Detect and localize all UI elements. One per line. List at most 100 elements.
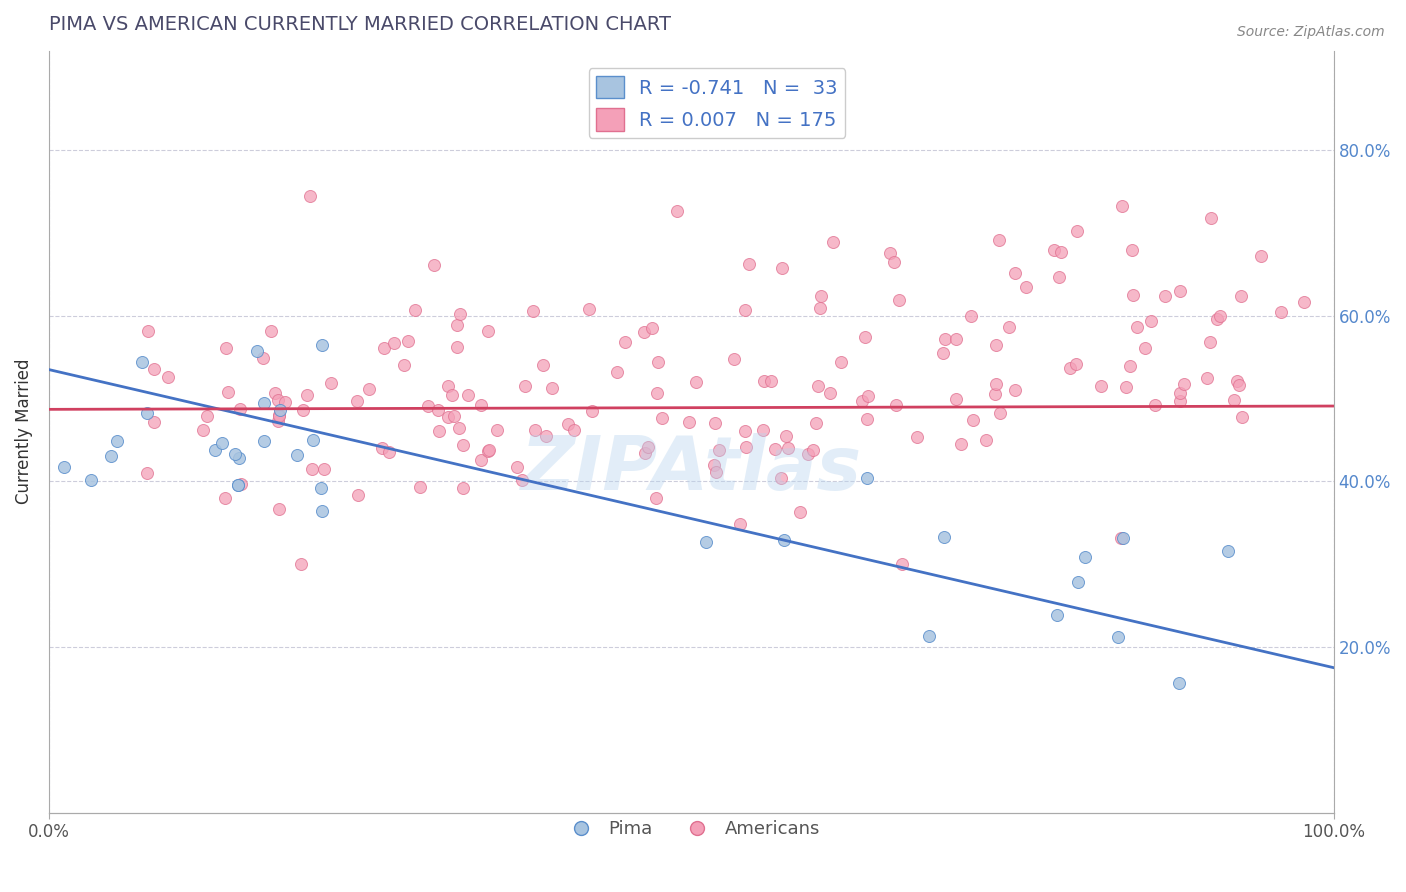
- Point: [267, 502, 290, 516]
- Point: [314, 462, 336, 476]
- Point: [290, 557, 312, 571]
- Point: [855, 411, 877, 425]
- Point: [513, 379, 536, 393]
- Point: [437, 410, 460, 425]
- Point: [423, 258, 446, 272]
- Point: [1059, 360, 1081, 375]
- Point: [804, 416, 827, 430]
- Point: [1067, 575, 1090, 590]
- Point: [1043, 243, 1066, 257]
- Point: [311, 338, 333, 352]
- Point: [228, 450, 250, 465]
- Point: [470, 398, 492, 412]
- Point: [606, 365, 628, 379]
- Point: [214, 341, 236, 355]
- Point: [440, 387, 463, 401]
- Point: [808, 301, 831, 315]
- Point: [858, 389, 880, 403]
- Point: [986, 377, 1008, 392]
- Point: [962, 412, 984, 426]
- Point: [443, 409, 465, 424]
- Point: [1154, 289, 1177, 303]
- Point: [246, 343, 269, 358]
- Point: [1133, 341, 1156, 355]
- Point: [1090, 378, 1112, 392]
- Point: [321, 376, 343, 391]
- Point: [984, 337, 1007, 351]
- Point: [224, 447, 246, 461]
- Point: [883, 254, 905, 268]
- Point: [801, 443, 824, 458]
- Point: [960, 310, 983, 324]
- Point: [534, 428, 557, 442]
- Point: [997, 319, 1019, 334]
- Point: [614, 334, 637, 349]
- Point: [437, 379, 460, 393]
- Point: [477, 444, 499, 458]
- Point: [851, 393, 873, 408]
- Point: [1050, 244, 1073, 259]
- Point: [1199, 335, 1222, 350]
- Point: [524, 423, 547, 437]
- Point: [136, 466, 159, 480]
- Point: [371, 441, 394, 455]
- Point: [1111, 199, 1133, 213]
- Point: [887, 293, 910, 307]
- Point: [156, 370, 179, 384]
- Point: [274, 395, 297, 409]
- Point: [775, 429, 797, 443]
- Point: [143, 362, 166, 376]
- Point: [486, 423, 509, 437]
- Point: [1015, 280, 1038, 294]
- Point: [1074, 550, 1097, 565]
- Point: [776, 442, 799, 456]
- Point: [541, 381, 564, 395]
- Point: [409, 480, 432, 494]
- Point: [285, 448, 308, 462]
- Point: [357, 382, 380, 396]
- Point: [810, 289, 832, 303]
- Point: [1226, 374, 1249, 388]
- Point: [830, 354, 852, 368]
- Point: [1004, 383, 1026, 397]
- Point: [231, 477, 253, 491]
- Point: [1004, 266, 1026, 280]
- Point: [1167, 675, 1189, 690]
- Point: [131, 355, 153, 369]
- Point: [578, 301, 600, 316]
- Point: [730, 516, 752, 531]
- Point: [264, 385, 287, 400]
- Point: [1121, 243, 1143, 257]
- Point: [1205, 312, 1227, 326]
- Point: [211, 435, 233, 450]
- Point: [734, 302, 756, 317]
- Point: [299, 188, 322, 202]
- Point: [562, 423, 585, 437]
- Point: [557, 417, 579, 432]
- Point: [377, 445, 399, 459]
- Point: [1122, 287, 1144, 301]
- Point: [645, 385, 668, 400]
- Point: [301, 433, 323, 447]
- Point: [1064, 357, 1087, 371]
- Point: [984, 386, 1007, 401]
- Point: [226, 478, 249, 492]
- Point: [191, 424, 214, 438]
- Legend: Pima, Americans: Pima, Americans: [555, 813, 827, 846]
- Point: [796, 447, 818, 461]
- Point: [1230, 289, 1253, 303]
- Text: ZIPAtlas: ZIPAtlas: [520, 434, 862, 507]
- Point: [252, 434, 274, 448]
- Point: [647, 355, 669, 369]
- Point: [531, 358, 554, 372]
- Point: [651, 411, 673, 425]
- Point: [734, 425, 756, 439]
- Point: [703, 458, 725, 473]
- Point: [1047, 270, 1070, 285]
- Point: [105, 434, 128, 449]
- Point: [1197, 371, 1219, 385]
- Point: [143, 415, 166, 429]
- Point: [879, 246, 901, 260]
- Point: [228, 402, 250, 417]
- Point: [763, 442, 786, 456]
